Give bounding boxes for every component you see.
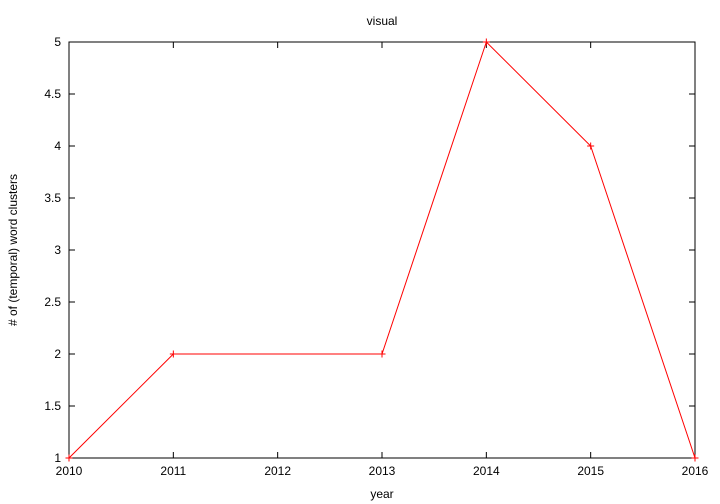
x-tick-label: 2013 [369,464,396,478]
x-tick-label: 2015 [577,464,604,478]
plot-frame [68,41,696,459]
data-point [65,454,73,462]
series-group [65,38,699,462]
data-point [169,350,177,358]
data-point [691,454,699,462]
y-tick-label: 2.5 [44,295,61,309]
data-point [587,142,595,150]
x-tick-label: 2010 [56,464,83,478]
y-axis: 1 1.5 2 2.5 3 3.5 4 4.5 5 [44,35,695,465]
data-point [378,350,386,358]
x-axis-label: year [370,487,393,501]
y-tick-label: 5 [54,35,61,49]
chart-title: visual [367,14,398,28]
x-tick-label: 2014 [473,464,500,478]
y-tick-label: 1.5 [44,399,61,413]
y-tick-label: 3.5 [44,191,61,205]
y-tick-label: 1 [54,451,61,465]
x-tick-label: 2012 [264,464,291,478]
data-point [482,38,490,46]
y-tick-label: 4.5 [44,87,61,101]
x-axis: 2010 2011 2012 2013 2014 2015 2016 [56,42,709,478]
series-line [68,41,696,459]
x-tick-label: 2016 [682,464,709,478]
y-tick-label: 3 [54,243,61,257]
x-tick-label: 2011 [160,464,186,478]
y-tick-label: 2 [54,347,61,361]
y-axis-label: # of (temporal) word clusters [6,174,20,326]
y-tick-label: 4 [54,139,61,153]
